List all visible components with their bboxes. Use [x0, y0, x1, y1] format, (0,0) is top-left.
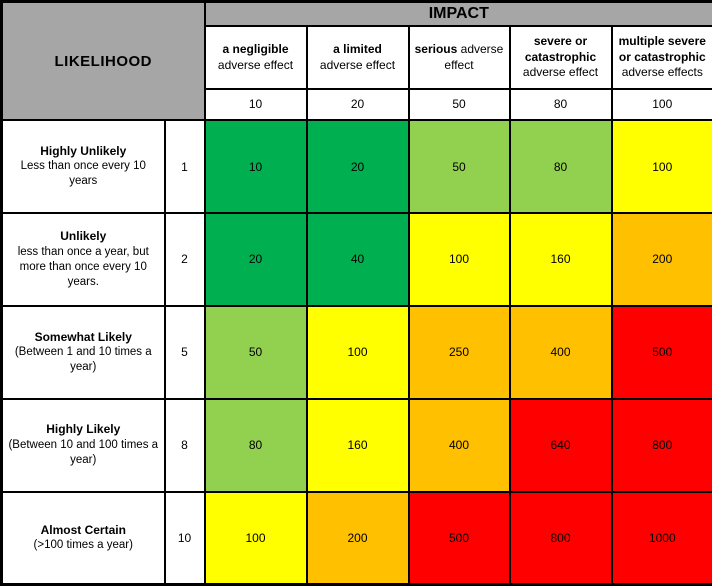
risk-cell: 100	[305, 304, 410, 400]
risk-cell: 100	[203, 490, 308, 586]
impact-header-row: LIKELIHOOD IMPACT	[0, 0, 712, 122]
risk-cell: 50	[203, 304, 308, 400]
likelihood-score: 5	[163, 304, 206, 400]
risk-cell: 100	[610, 119, 712, 214]
risk-cell: 80	[203, 397, 308, 493]
likelihood-label: Unlikely less than once a year, but more…	[0, 211, 166, 307]
impact-score: 80	[508, 87, 613, 122]
risk-cell: 20	[203, 211, 308, 307]
risk-cell: 800	[610, 397, 712, 493]
impact-level-severe: severe or catastrophic adverse effect	[508, 25, 613, 90]
impact-level-rest-text: adverse effect	[444, 41, 504, 72]
impact-level-bold-text: severe or catastrophic	[524, 34, 597, 64]
risk-cell: 100	[407, 211, 511, 307]
likelihood-name: Unlikely	[60, 229, 107, 244]
likelihood-label: Somewhat Likely (Between 1 and 10 times …	[0, 304, 166, 400]
impact-level-bold-text: a negligible	[222, 41, 289, 56]
risk-cell: 80	[508, 119, 613, 214]
risk-cell: 40	[305, 211, 410, 307]
impact-score: 50	[407, 87, 511, 122]
risk-cell: 50	[407, 119, 511, 214]
risk-cell: 160	[508, 211, 613, 307]
impact-level-bold-text: serious	[414, 41, 458, 56]
impact-score-row: 10 20 50 80 100	[2, 87, 712, 122]
likelihood-score: 1	[163, 119, 206, 214]
impact-level-negligible: a negligible adverse effect	[203, 25, 308, 90]
risk-cell: 200	[305, 490, 410, 586]
impact-score: 20	[305, 87, 410, 122]
likelihood-desc: (>100 times a year)	[33, 539, 133, 552]
likelihood-desc: less than once a year, but more than onc…	[17, 245, 149, 288]
risk-cell: 400	[508, 304, 613, 400]
likelihood-row-highly-unlikely: Highly Unlikely Less than once every 10 …	[0, 119, 712, 214]
risk-cell: 20	[305, 119, 410, 214]
likelihood-score: 8	[163, 397, 206, 493]
likelihood-label: Highly Likely (Between 10 and 100 times …	[0, 397, 166, 493]
risk-cell: 250	[407, 304, 511, 400]
likelihood-name: Somewhat Likely	[34, 329, 132, 344]
likelihood-row-almost-certain: Almost Certain (>100 times a year) 10 10…	[0, 490, 712, 586]
impact-level-rest-text: adverse effect	[522, 65, 599, 80]
likelihood-name: Almost Certain	[40, 522, 126, 537]
impact-level-limited: a limited adverse effect	[305, 25, 410, 90]
risk-cell: 500	[610, 304, 712, 400]
likelihood-desc: (Between 10 and 100 times a year)	[8, 439, 159, 466]
risk-cell: 200	[610, 211, 712, 307]
likelihood-label: Highly Unlikely Less than once every 10 …	[0, 119, 166, 214]
likelihood-score: 10	[163, 490, 206, 586]
likelihood-label: Almost Certain (>100 times a year)	[0, 490, 166, 586]
impact-level-multiple-severe: multiple severe or catastrophic adverse …	[610, 25, 712, 90]
impact-level-serious: serious adverse effect	[407, 25, 511, 90]
likelihood-row-unlikely: Unlikely less than once a year, but more…	[0, 211, 712, 307]
risk-cell: 1000	[610, 490, 712, 586]
impact-level-bold-text: a limited	[333, 41, 382, 56]
risk-cell: 160	[305, 397, 410, 493]
impact-level-bold-text: multiple severe or catastrophic	[618, 34, 706, 64]
impact-level-row: a negligible adverse effect a limited ad…	[2, 25, 712, 90]
likelihood-score: 2	[163, 211, 206, 307]
risk-cell: 10	[203, 119, 308, 214]
likelihood-name: Highly Likely	[46, 422, 121, 437]
risk-cell: 640	[508, 397, 613, 493]
impact-level-rest-text: adverse effects	[621, 65, 703, 80]
impact-header: IMPACT	[203, 0, 712, 28]
impact-score: 100	[610, 87, 712, 122]
likelihood-header: LIKELIHOOD	[0, 0, 206, 122]
risk-cell: 400	[407, 397, 511, 493]
impact-level-rest-text: adverse effect	[217, 57, 294, 72]
impact-score: 10	[203, 87, 308, 122]
likelihood-row-highly-likely: Highly Likely (Between 10 and 100 times …	[0, 397, 712, 493]
risk-cell: 800	[508, 490, 613, 586]
likelihood-name: Highly Unlikely	[40, 143, 127, 158]
likelihood-desc: Less than once every 10 years	[20, 160, 146, 188]
likelihood-desc: (Between 1 and 10 times a year)	[14, 346, 152, 374]
risk-cell: 500	[407, 490, 511, 586]
likelihood-row-somewhat-likely: Somewhat Likely (Between 1 and 10 times …	[0, 304, 712, 400]
impact-level-rest-text: adverse effect	[319, 57, 396, 72]
